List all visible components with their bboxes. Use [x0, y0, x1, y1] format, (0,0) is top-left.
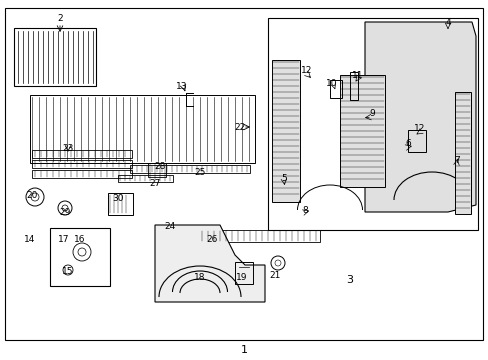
Text: 23: 23: [62, 144, 74, 153]
Bar: [30, 95, 254, 163]
Circle shape: [270, 256, 285, 270]
Bar: [329, 80, 341, 98]
Text: 6: 6: [404, 139, 410, 148]
Text: 24: 24: [164, 221, 175, 230]
Circle shape: [274, 260, 281, 266]
Text: 19: 19: [236, 274, 247, 283]
Text: 30: 30: [112, 194, 123, 202]
Bar: [271, 60, 299, 202]
Bar: [118, 175, 173, 182]
Text: 27: 27: [149, 179, 161, 188]
Text: 10: 10: [325, 78, 337, 87]
Bar: [32, 150, 132, 158]
Text: 17: 17: [58, 235, 70, 244]
Bar: [148, 163, 165, 177]
Text: 12: 12: [413, 123, 425, 132]
Circle shape: [62, 205, 68, 211]
Bar: [32, 170, 132, 178]
Circle shape: [26, 188, 44, 206]
Text: 26: 26: [206, 235, 217, 244]
Text: 20: 20: [26, 190, 38, 199]
Circle shape: [73, 243, 91, 261]
Text: 21: 21: [269, 270, 280, 279]
Text: 28: 28: [154, 162, 165, 171]
Circle shape: [31, 193, 39, 201]
Text: 5: 5: [281, 174, 286, 183]
Text: 3: 3: [346, 275, 353, 285]
Text: 13: 13: [176, 81, 187, 90]
Text: 8: 8: [302, 206, 307, 215]
Text: 16: 16: [74, 235, 85, 244]
Text: 11: 11: [351, 71, 363, 80]
Polygon shape: [364, 22, 475, 212]
Polygon shape: [155, 225, 264, 302]
Bar: [339, 75, 384, 187]
Bar: [454, 92, 470, 214]
Text: 1: 1: [240, 345, 247, 355]
Bar: [32, 160, 132, 168]
Text: 14: 14: [24, 235, 36, 244]
Bar: [407, 130, 425, 152]
Text: 2: 2: [57, 14, 62, 23]
Bar: [267, 18, 477, 230]
Text: 4: 4: [444, 18, 450, 27]
Bar: [130, 165, 249, 173]
Text: 9: 9: [368, 108, 374, 117]
Bar: [235, 262, 252, 284]
Text: 7: 7: [453, 156, 459, 165]
Text: 25: 25: [194, 167, 205, 176]
Text: 29: 29: [59, 207, 71, 216]
Circle shape: [63, 265, 73, 275]
Bar: [108, 193, 133, 215]
Text: 12: 12: [301, 66, 312, 75]
Bar: [50, 228, 110, 286]
Bar: [200, 230, 319, 242]
Bar: [349, 72, 357, 100]
Bar: [14, 28, 96, 86]
Text: 18: 18: [194, 274, 205, 283]
Circle shape: [58, 201, 72, 215]
Circle shape: [78, 248, 86, 256]
Text: 22: 22: [234, 122, 245, 131]
Text: 15: 15: [62, 267, 74, 276]
